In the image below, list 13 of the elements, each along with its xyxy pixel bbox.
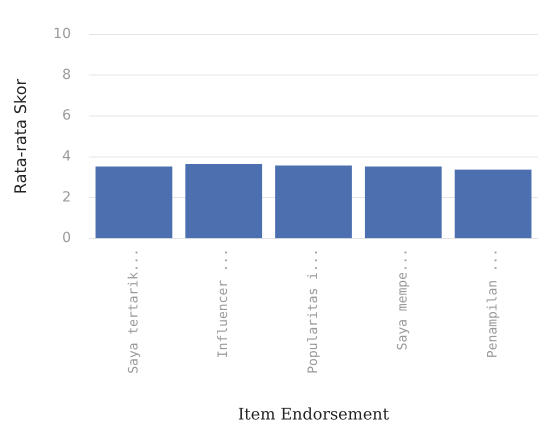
x-tick-label: Saya mempe...	[396, 248, 411, 350]
y-tick-label: 0	[62, 230, 72, 246]
x-tick-label: Influencer ...	[216, 248, 232, 358]
y-axis-title: Rata-rata Skor	[10, 78, 30, 194]
y-tick-label: 2	[62, 189, 72, 206]
x-axis-title: Item Endorsement	[238, 404, 390, 424]
y-tick-label: 4	[62, 148, 72, 165]
x-tick-label: Saya tertarik...	[126, 248, 142, 374]
x-tick-label: Popularitas i...	[306, 248, 321, 374]
y-tick-label: 6	[62, 108, 72, 124]
x-tick-label: Penampilan ...	[485, 248, 500, 358]
y-tick-label: 8	[62, 66, 72, 83]
y-tick-label: 10	[53, 26, 72, 42]
